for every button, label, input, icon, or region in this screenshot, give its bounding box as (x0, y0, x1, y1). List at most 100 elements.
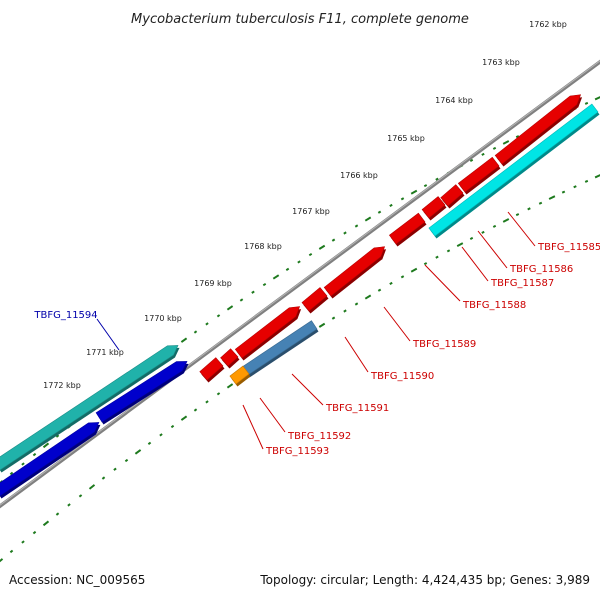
gene-body (220, 348, 239, 367)
gene-feature-cyan-strand[interactable] (428, 103, 600, 239)
gene-feature-11588[interactable] (388, 212, 427, 247)
gene-body (494, 94, 582, 165)
scale-tick (124, 458, 129, 463)
gene-body (323, 246, 386, 297)
label-leader (461, 246, 489, 282)
scale-tick (21, 462, 25, 466)
scale-tick (538, 201, 543, 205)
scale-tick (343, 231, 347, 235)
gene-labels: TBFG_11585 TBFG_11586 TBFG_11587 TBFG_11588… (33, 242, 600, 457)
gene-feature-11591[interactable] (234, 306, 302, 361)
scale-tick (584, 179, 589, 183)
gene-feature-blue-right[interactable] (95, 361, 189, 425)
gene-feature-11585[interactable] (494, 94, 583, 167)
gene-feature-11592-upper[interactable] (220, 348, 240, 369)
gene-body (229, 365, 250, 385)
gene-label[interactable]: TBFG_11585 (537, 242, 600, 253)
gene-feature-blue-left[interactable] (0, 422, 101, 499)
gene-body (457, 156, 500, 193)
label-leader (242, 404, 264, 450)
scale-tick (481, 152, 485, 156)
scale-tick (88, 484, 96, 490)
gene-label[interactable]: TBFG_11586 (509, 264, 573, 275)
scale-tick (318, 244, 326, 250)
gene-body (199, 357, 224, 381)
scale-tick (515, 135, 520, 139)
gene-feature-11587[interactable] (421, 196, 447, 221)
scale-tick (423, 184, 428, 188)
scale-tick (446, 249, 451, 253)
gene-feature-11586[interactable] (440, 184, 465, 209)
scale-tick (492, 146, 497, 150)
gene-feature-11593[interactable] (199, 357, 225, 383)
scale-tick (435, 255, 439, 259)
gene-label[interactable]: TBFG_11587 (490, 278, 554, 289)
gene-label[interactable]: TBFG_11588 (462, 300, 526, 311)
scale-tick (42, 520, 50, 527)
scale-tick (32, 530, 37, 535)
scale-tick (251, 290, 255, 294)
scale-tick (180, 337, 188, 343)
gene-body (234, 306, 301, 359)
scale-tick (21, 540, 25, 544)
scale-tick (423, 262, 428, 266)
scale-tick (78, 494, 83, 498)
gene-label[interactable]: TBFG_11592 (287, 431, 351, 442)
gene-feature-11589[interactable] (323, 246, 387, 299)
gene-body (0, 422, 100, 497)
scale-tick (469, 158, 474, 162)
gene-label[interactable]: TBFG_11589 (412, 339, 476, 350)
gene-body (95, 361, 188, 423)
scale-tick (55, 512, 60, 516)
gene-feature-11592[interactable] (229, 365, 251, 387)
gene-body (388, 212, 426, 245)
label-leader (383, 306, 411, 342)
scale-tick (9, 471, 14, 476)
genome-summary-text: Topology: circular; Length: 4,424,435 bp… (260, 573, 590, 587)
gene-label[interactable]: TBFG_11591 (325, 403, 389, 414)
gene-feature-11594[interactable] (0, 345, 180, 473)
scale-tick (42, 442, 50, 449)
scale-tick (548, 195, 556, 200)
label-leader (477, 230, 508, 269)
scale-tick (55, 434, 60, 438)
gene-body (0, 345, 179, 471)
gene-label[interactable]: TBFG_11594 (33, 310, 97, 321)
scale-tick (502, 140, 510, 145)
gene-body (440, 184, 464, 207)
scale-tick (0, 558, 4, 563)
scale-tick (67, 503, 71, 507)
scale-kbp-labels: 1762 kbp 1763 kbp 1764 kbp 1765 kbp 1766 kbp… (43, 20, 567, 390)
kbp-label: 1767 kbp (292, 207, 330, 216)
gene-body (421, 196, 446, 219)
kbp-label: 1768 kbp (244, 242, 282, 251)
scale-tick (193, 330, 198, 334)
gene-features (0, 94, 600, 499)
scale-tick (400, 275, 405, 279)
label-leader (507, 211, 536, 247)
scale-tick (318, 322, 326, 328)
scale-tick (364, 294, 372, 300)
scale-tick (389, 281, 393, 285)
scale-tick (239, 298, 244, 302)
scale-tick (32, 452, 37, 457)
gene-label[interactable]: TBFG_11593 (265, 446, 329, 457)
scale-tick (285, 267, 290, 272)
scale-tick (331, 316, 336, 320)
scale-tick (594, 96, 600, 101)
kbp-label: 1763 kbp (482, 58, 520, 67)
scale-tick (456, 242, 464, 247)
gene-feature-11586b[interactable] (457, 156, 501, 195)
gene-label[interactable]: TBFG_11590 (370, 371, 434, 382)
scale-tick (561, 190, 566, 194)
scale-tick (481, 230, 485, 234)
accession-text: Accession: NC_009565 (9, 573, 146, 587)
map-title: Mycobacterium tuberculosis F11, complete… (131, 12, 469, 27)
scale-tick (297, 260, 301, 264)
gene-feature-11590[interactable] (301, 287, 329, 314)
scale-tick (170, 424, 175, 429)
scale-tick (364, 216, 372, 222)
scale-tick (226, 305, 234, 311)
scale-tick (308, 252, 313, 257)
scale-tick (502, 218, 510, 223)
